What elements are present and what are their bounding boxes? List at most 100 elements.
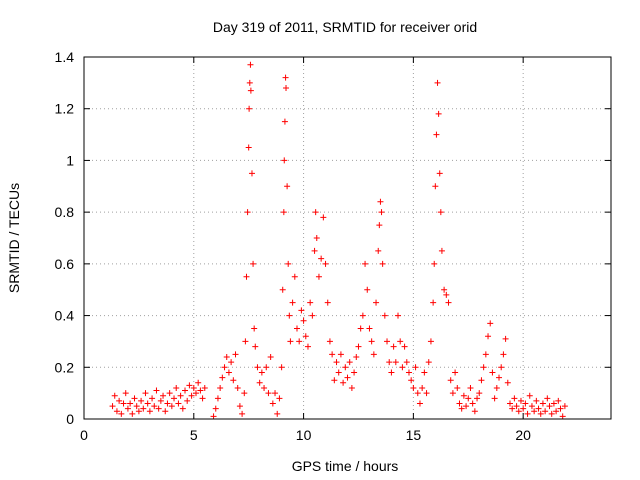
data-point (478, 377, 485, 384)
data-point (311, 247, 318, 254)
data-point (431, 260, 438, 267)
data-point (410, 384, 417, 391)
data-points (109, 61, 568, 420)
data-point (127, 400, 134, 407)
data-point (272, 390, 279, 397)
data-point (129, 410, 136, 417)
data-point (456, 400, 463, 407)
x-axis-label: GPS time / hours (292, 458, 399, 474)
data-point (333, 359, 340, 366)
data-point (432, 183, 439, 190)
data-point (555, 397, 562, 404)
data-point (274, 410, 281, 417)
data-point (427, 338, 434, 345)
data-point (403, 359, 410, 366)
data-point (436, 170, 443, 177)
data-point (329, 351, 336, 358)
data-point (278, 364, 285, 371)
data-point (223, 353, 230, 360)
data-point (131, 395, 138, 402)
data-point (116, 397, 123, 404)
data-point (318, 255, 325, 262)
data-point (449, 390, 456, 397)
data-point (544, 395, 551, 402)
data-point (124, 405, 131, 412)
data-point (113, 408, 120, 415)
data-point (546, 403, 553, 410)
data-point (506, 400, 513, 407)
data-point (212, 405, 219, 412)
data-point (548, 410, 555, 417)
data-point (162, 408, 169, 415)
data-point (340, 379, 347, 386)
data-point (149, 395, 156, 402)
data-point (454, 384, 461, 391)
data-point (500, 351, 507, 358)
data-point (392, 359, 399, 366)
data-point (312, 209, 319, 216)
data-point (368, 338, 375, 345)
data-point (179, 405, 186, 412)
data-point (282, 74, 289, 81)
data-point (236, 403, 243, 410)
data-point (430, 299, 437, 306)
data-point (489, 369, 496, 376)
data-point (252, 343, 259, 350)
data-point (309, 312, 316, 319)
data-point (118, 410, 125, 417)
data-point (331, 377, 338, 384)
data-point (300, 317, 307, 324)
data-point (230, 377, 237, 384)
data-point (313, 235, 320, 241)
data-point (140, 405, 147, 412)
data-point (228, 359, 235, 366)
data-point (357, 325, 364, 332)
data-point (217, 384, 224, 391)
data-point (504, 379, 511, 386)
data-point (443, 291, 450, 298)
data-point (370, 351, 377, 358)
data-point (335, 369, 342, 376)
data-point (250, 260, 257, 267)
data-point (261, 384, 268, 391)
data-point (423, 390, 430, 397)
data-point (279, 286, 286, 293)
data-point (351, 369, 358, 376)
data-point (445, 299, 452, 306)
data-point (214, 395, 221, 402)
data-point (502, 335, 509, 342)
data-point (474, 395, 481, 402)
data-point (348, 384, 355, 391)
data-point (254, 364, 261, 371)
data-point (291, 273, 298, 280)
data-point (376, 222, 383, 229)
data-point (166, 390, 173, 397)
data-point (190, 384, 197, 391)
data-point (524, 410, 531, 417)
data-point (296, 338, 303, 345)
data-point (467, 384, 474, 391)
data-point (258, 369, 265, 376)
data-point (441, 286, 448, 293)
data-point (390, 343, 397, 350)
data-point (535, 405, 542, 412)
data-point (522, 400, 529, 407)
data-point (281, 118, 288, 125)
data-point (355, 343, 362, 350)
data-point (557, 405, 564, 412)
data-point (248, 170, 255, 177)
data-point (304, 343, 311, 350)
data-point (498, 364, 505, 371)
data-point (419, 384, 426, 391)
data-point (210, 413, 217, 420)
grid (84, 57, 611, 419)
data-point (251, 325, 258, 332)
data-point (550, 400, 557, 407)
data-point (509, 405, 516, 412)
data-point (381, 312, 388, 319)
data-point (346, 359, 353, 366)
data-point (359, 312, 366, 319)
data-point (133, 403, 140, 410)
data-point (344, 374, 351, 381)
data-point (153, 387, 160, 394)
